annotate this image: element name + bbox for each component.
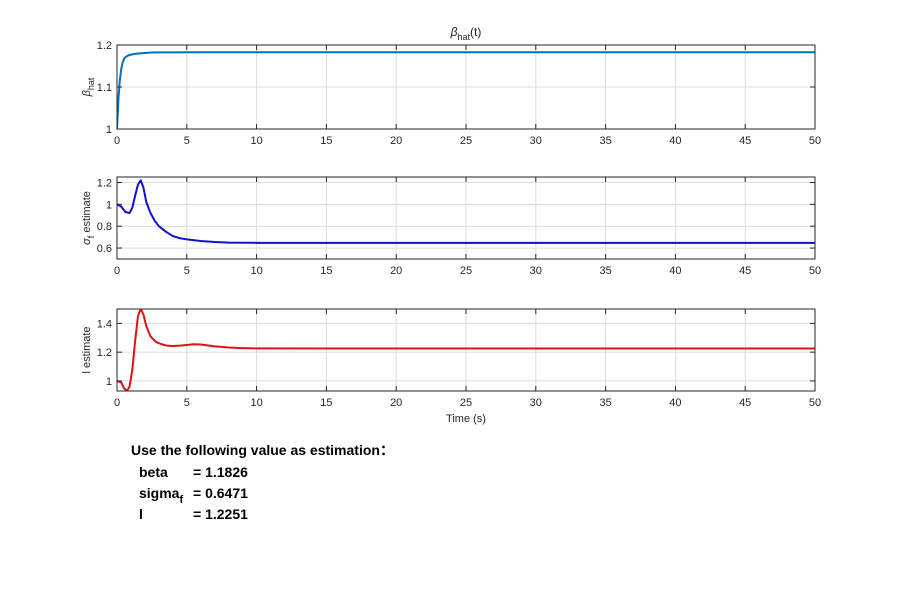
subplot-3: 0 5 10 15 20 25 30 35 40 45 50 1 1.2 1.4 l estimate Tim… <box>81 308 821 425</box>
estimate-name-sigma: sigmaf <box>139 485 184 506</box>
y-tick-label: 1.2 <box>97 177 112 189</box>
x-tick-label: 30 <box>530 265 542 277</box>
x-tick-label: 20 <box>390 135 402 147</box>
x-tick-label: 35 <box>599 265 611 277</box>
y-tick-label: 0.6 <box>97 243 112 255</box>
estimate-name-l: l <box>139 506 143 522</box>
x-tick-label: 35 <box>599 397 611 409</box>
x-tick-label: 15 <box>320 265 332 277</box>
estimation-summary: Use the following value as estimation： b… <box>131 440 394 527</box>
x-tick-label: 50 <box>809 135 821 147</box>
x-axis-label: Time (s) <box>446 413 486 425</box>
x-tick-label: 0 <box>114 265 120 277</box>
x-tick-label: 30 <box>530 397 542 409</box>
x-tick-label: 20 <box>390 397 402 409</box>
x-tick-label: 10 <box>250 397 262 409</box>
y-tick-label: 1.1 <box>97 82 112 94</box>
x-tick-label: 40 <box>669 265 681 277</box>
x-tick-label: 40 <box>669 135 681 147</box>
x-tick-label: 15 <box>320 135 332 147</box>
y-axis-label: l estimate <box>81 326 93 373</box>
y-tick-label: 1 <box>106 199 112 211</box>
y-tick-label: 1.4 <box>97 318 112 330</box>
x-tick-label: 0 <box>114 135 120 147</box>
x-tick-label: 25 <box>460 397 472 409</box>
y-tick-label: 0.8 <box>97 221 112 233</box>
x-tick-label: 5 <box>184 397 190 409</box>
y-tick-label: 1 <box>106 124 112 136</box>
y-tick-label: 1.2 <box>97 40 112 52</box>
x-tick-label: 10 <box>250 265 262 277</box>
estimate-row-beta: beta = 1.1826 <box>139 464 394 485</box>
series-line <box>117 51 815 129</box>
x-tick-label: 20 <box>390 265 402 277</box>
x-tick-label: 45 <box>739 397 751 409</box>
y-tick-label: 1.2 <box>97 347 112 359</box>
x-tick-label: 45 <box>739 135 751 147</box>
x-tick-label: 50 <box>809 265 821 277</box>
x-tick-label: 50 <box>809 397 821 409</box>
estimate-value-sigma: = 0.6471 <box>193 485 248 501</box>
x-tick-label: 15 <box>320 397 332 409</box>
subplot-2: 0 5 10 15 20 25 30 35 40 45 50 0.6 0.8 1 1.2σf estimat… <box>81 176 821 277</box>
x-tick-label: 0 <box>114 397 120 409</box>
series-line <box>117 309 815 391</box>
x-tick-label: 10 <box>250 135 262 147</box>
x-tick-label: 40 <box>669 397 681 409</box>
y-axis-label: βhat <box>81 77 96 97</box>
series-line <box>117 179 815 244</box>
y-axis-label: σf estimate <box>81 191 96 245</box>
chart-title: βhat(t) <box>450 25 482 42</box>
x-tick-label: 5 <box>184 135 190 147</box>
estimate-row-l: l = 1.2251 <box>139 506 394 527</box>
x-tick-label: 5 <box>184 265 190 277</box>
x-tick-label: 25 <box>460 135 472 147</box>
estimate-name-beta: beta <box>139 464 168 480</box>
y-tick-label: 1 <box>106 376 112 388</box>
x-tick-label: 35 <box>599 135 611 147</box>
estimation-heading: Use the following value as estimation： <box>131 442 394 458</box>
x-tick-label: 30 <box>530 135 542 147</box>
x-tick-label: 25 <box>460 265 472 277</box>
subplot-1: 0 5 10 15 20 25 30 35 40 45 50 1 1.1 1.2 βhat(t) βhat <box>81 25 821 147</box>
estimate-value-beta: = 1.1826 <box>193 464 248 480</box>
estimate-row-sigma: sigmaf = 0.6471 <box>139 485 394 506</box>
estimate-value-l: = 1.2251 <box>193 506 248 522</box>
x-tick-label: 45 <box>739 265 751 277</box>
